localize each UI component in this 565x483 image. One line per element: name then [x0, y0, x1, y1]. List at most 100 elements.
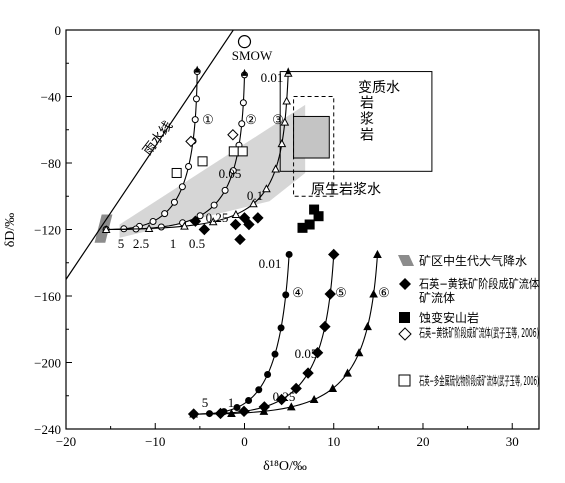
legend-item-altered-andesite: 蚀变安山岩 [399, 310, 479, 325]
curve-1-point-5 [161, 210, 169, 218]
curve-6-point-7 [343, 368, 352, 377]
ratio-label-upper-5: 5 [118, 236, 125, 251]
curve-5-point-3 [238, 405, 250, 418]
curve-3-point-3 [180, 221, 189, 230]
series-1-point-5 [238, 212, 251, 224]
y-tick-label: −40 [41, 90, 61, 105]
axes: −20 −10 0 10 20 30 0 −40 −80 −120 −160 −200 −240 [34, 23, 540, 449]
curve-1-point-4 [149, 217, 157, 225]
curve-6-point-8 [354, 348, 364, 357]
legend-swatch-open-diamond-icon [398, 327, 412, 341]
curve-4-point-8 [271, 350, 279, 358]
ratio-label-upper-0-05: 0.05 [219, 166, 242, 181]
series-2-point-4 [313, 211, 324, 222]
meteoric-water-line [66, 30, 235, 281]
curve-5-point-11 [328, 248, 340, 261]
curve-1-point-6 [170, 198, 178, 206]
curve-2-point-6 [210, 201, 218, 209]
curve-2-point-8 [229, 167, 237, 175]
curve-4-point-10 [282, 291, 290, 299]
curve-6-point-6 [328, 383, 338, 392]
series-1-point-2 [198, 223, 211, 236]
curve-6-point-1 [189, 409, 198, 418]
legend-item-qz-sulfide-fluid-wu: 石英−多金属硫化物阶段成矿流体(武子玉等, 2006) [398, 373, 539, 388]
ratio-label-upper-1: 1 [170, 236, 177, 251]
ratio-label-upper-2-5: 2.5 [133, 236, 149, 251]
series-3-point-2 [227, 129, 239, 141]
primary-magmatic-water-label: 原生岩浆水 [311, 182, 381, 198]
curve-3-point-5 [231, 209, 241, 218]
curve-3-point-11 [282, 96, 292, 105]
curve-label-6: ⑥ [378, 285, 390, 300]
legend-item-qz-py-fluid: 石英−黄铁矿阶段成矿流体 矿流体 [399, 276, 539, 305]
curve-6-point-10 [369, 289, 378, 298]
curve-3-point-4 [208, 217, 218, 226]
curve-label-3: ③ [272, 112, 284, 127]
legend-label: 石英−黄铁矿阶段成矿流体 [419, 276, 539, 291]
legend-swatch-parallelogram-icon [398, 255, 414, 266]
x-tick-label: −10 [145, 434, 165, 449]
curve-3-point-9 [277, 139, 287, 148]
curve-label-1: ① [202, 112, 214, 127]
smow-label: SMOW [232, 48, 273, 63]
curve-4-point-9 [277, 324, 285, 332]
curve-5-point-7 [302, 367, 314, 379]
series-4-point-4 [237, 146, 248, 157]
curve-2-point-3 [157, 223, 165, 231]
metamorphic-water-box [279, 71, 433, 172]
curve-3-point-8 [271, 164, 280, 173]
x-tick-label: −20 [56, 434, 76, 449]
curve-1-point-10 [191, 116, 199, 124]
mixing-curve-5 [193, 254, 335, 415]
curve-4-point-11 [285, 250, 293, 258]
series-3-point-1 [185, 135, 197, 148]
curve-3-point-1 [101, 224, 111, 233]
curve-3-point-2 [144, 223, 154, 233]
x-tick-label: 0 [241, 434, 248, 449]
series-4-point-1 [171, 167, 182, 178]
series-1-point-1 [189, 215, 202, 227]
curve-4-point-5 [245, 396, 253, 404]
y-tick-label: −240 [34, 422, 61, 437]
ratio-label-upper-0-25: 0.25 [206, 210, 229, 225]
curve-4-point-7 [264, 371, 272, 379]
x-tick-label: 20 [416, 434, 429, 449]
series-1-point-4 [234, 233, 246, 246]
y-tick-label: −80 [41, 156, 61, 171]
meteoric-line-label: 雨水线 [140, 118, 176, 158]
curve-arrowhead-1 [194, 65, 201, 73]
curve-5-point-9 [319, 320, 331, 333]
ratio-label-lower-0-01: 0.01 [259, 256, 282, 271]
series-1-point-6 [243, 218, 255, 231]
y-axis-label: δD/‰ [3, 213, 18, 248]
x-tick-label: 10 [327, 434, 340, 449]
ratio-label-lower-1: 1 [228, 395, 235, 410]
curve-6-point-11 [373, 249, 382, 258]
curve-2-point-7 [221, 186, 229, 194]
series-4-point-2 [197, 156, 208, 167]
curve-3-point-10 [280, 117, 290, 126]
curve-2-point-11 [239, 99, 247, 107]
curve-3-point-6 [249, 199, 258, 208]
ratio-label-upper-0-1: 0.1 [247, 188, 263, 203]
curve-arrowhead-3 [285, 67, 292, 75]
ratio-label-lower-0-25: 0.25 [273, 389, 296, 404]
curve-4-point-6 [255, 386, 263, 394]
y-tick-label: −160 [34, 289, 61, 304]
curve-label-5: ⑤ [335, 285, 347, 300]
ratio-label-upper-0-01: 0.01 [261, 70, 284, 85]
legend-swatch-open-square-icon [398, 374, 411, 387]
curve-6-point-5 [309, 394, 319, 404]
curve-2-point-10 [238, 120, 246, 128]
legend: 矿区中生代大气降水 石英−黄铁矿阶段成矿流体 矿流体 蚀变安山岩 石英−黄铁矿阶… [398, 253, 539, 388]
legend-item-mesozoic-meteoric: 矿区中生代大气降水 [398, 253, 527, 268]
legend-swatch-filled-square-icon [399, 312, 410, 323]
series-1-point-3 [229, 218, 242, 231]
mixing-band [119, 104, 306, 238]
curve-1-point-11 [192, 95, 200, 103]
curve-4-point-4 [233, 404, 241, 412]
x-axis-label: δ¹⁸O/‰ [263, 459, 307, 474]
series-4-point-3 [228, 146, 239, 157]
legend-swatch-filled-diamond-icon [399, 278, 411, 290]
